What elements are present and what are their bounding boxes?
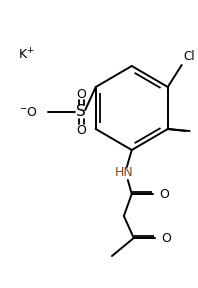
- Text: HN: HN: [114, 166, 133, 179]
- Text: O: O: [162, 232, 171, 245]
- Text: $^{-}$O: $^{-}$O: [19, 105, 38, 118]
- Text: O: O: [160, 187, 169, 200]
- Text: Cl: Cl: [184, 50, 195, 63]
- Text: K$^{+}$: K$^{+}$: [18, 47, 34, 63]
- Text: S: S: [76, 105, 86, 120]
- Text: O: O: [76, 88, 86, 101]
- Text: O: O: [76, 124, 86, 137]
